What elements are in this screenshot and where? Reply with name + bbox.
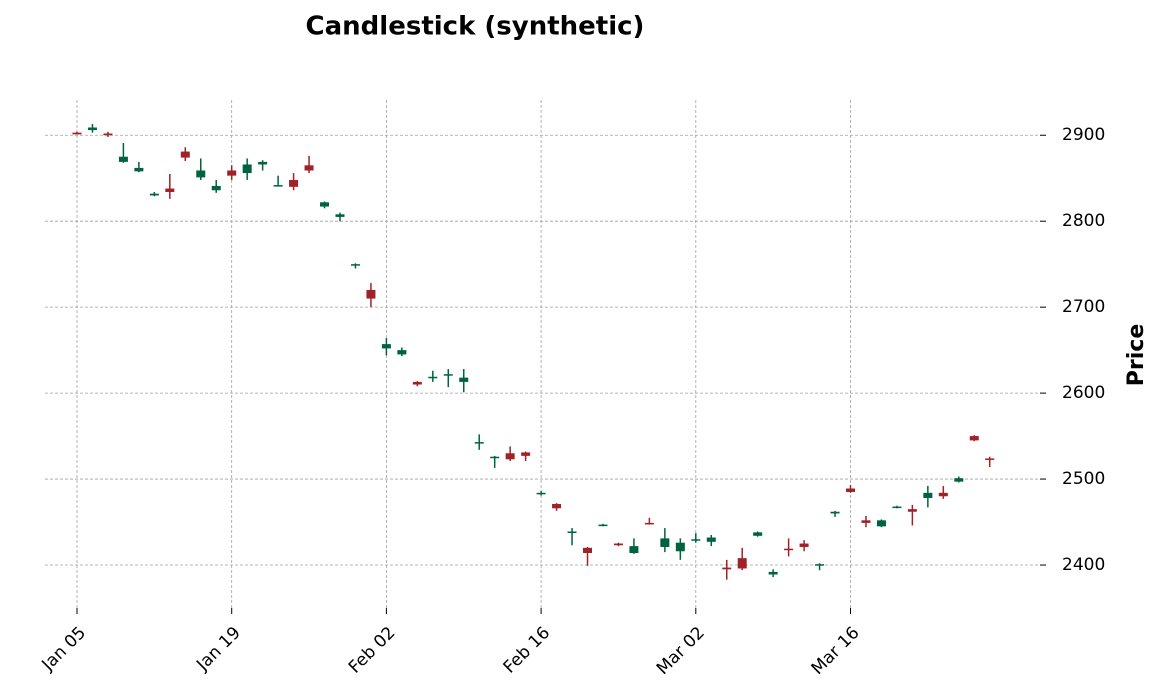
- candle-body: [846, 488, 855, 492]
- y-axis-label: Price: [1124, 324, 1149, 386]
- candle-body: [474, 442, 484, 444]
- candle-body: [397, 350, 407, 355]
- candle-body: [242, 164, 252, 174]
- x-tick-label: Feb 16: [500, 623, 555, 678]
- candle-body: [289, 179, 299, 187]
- candle-body: [196, 170, 206, 178]
- candle-body: [598, 524, 608, 527]
- candle-body: [876, 520, 886, 527]
- candle-body: [768, 571, 778, 575]
- candle-body: [706, 537, 716, 542]
- candle-body: [954, 478, 964, 482]
- candle-body: [753, 532, 763, 536]
- candle-body: [784, 548, 794, 551]
- y-tick-label: 2700: [1062, 297, 1105, 317]
- candle-body: [861, 520, 871, 523]
- candle-body: [443, 374, 453, 376]
- candle-body: [87, 127, 97, 131]
- candle-body: [892, 506, 902, 509]
- candle-body: [830, 511, 840, 514]
- candle-body: [644, 522, 654, 525]
- candle-body: [691, 539, 701, 541]
- candle-body: [536, 492, 546, 495]
- candle-body: [428, 376, 438, 379]
- candle-body: [722, 567, 732, 570]
- candle-body: [938, 492, 948, 497]
- candle-body: [490, 456, 500, 459]
- candle-body: [304, 165, 314, 171]
- candle-body: [72, 132, 82, 135]
- candle-body: [335, 214, 345, 217]
- candle-body: [567, 531, 577, 533]
- candle-body: [258, 161, 268, 165]
- candle-body: [103, 133, 113, 136]
- candle-body: [985, 458, 995, 460]
- candle-body: [412, 381, 422, 385]
- candle-body: [613, 543, 623, 546]
- candle-body: [815, 564, 825, 566]
- x-tick-label: Feb 02: [345, 623, 400, 678]
- candle-body: [583, 547, 593, 553]
- y-tick-label: 2800: [1062, 211, 1105, 231]
- candle-body: [505, 453, 515, 460]
- y-tick-label: 2900: [1062, 125, 1105, 145]
- candle-body: [660, 538, 670, 547]
- candle-body: [180, 151, 190, 158]
- candle-body: [552, 503, 562, 509]
- candle-body: [165, 188, 175, 192]
- candle-body: [320, 202, 330, 207]
- x-tick-label: Mar 02: [653, 623, 709, 679]
- candle-body: [134, 167, 144, 172]
- x-tick-label: Jan 05: [38, 623, 91, 676]
- chart-title: Candlestick (synthetic): [306, 12, 645, 42]
- candle-body: [521, 452, 531, 456]
- candle-body: [737, 558, 747, 569]
- candle-body: [675, 542, 685, 552]
- candle-body: [350, 264, 360, 266]
- candle-body: [211, 185, 221, 191]
- y-tick-label: 2600: [1062, 383, 1105, 403]
- candle-body: [799, 543, 809, 547]
- candle-body: [366, 289, 376, 299]
- candle-body: [227, 170, 237, 176]
- candle-body: [149, 193, 159, 196]
- x-tick-label: Jan 19: [192, 623, 245, 676]
- candle-body: [923, 492, 933, 498]
- candle-body: [381, 344, 391, 349]
- candle-body: [969, 436, 979, 441]
- y-tick-label: 2500: [1062, 469, 1105, 489]
- y-tick-label: 2400: [1062, 555, 1105, 575]
- candle-body: [459, 377, 469, 382]
- candle-body: [629, 546, 639, 553]
- candle-body: [118, 156, 128, 162]
- x-tick-label: Mar 16: [808, 623, 864, 679]
- candle-body: [273, 185, 283, 187]
- candle-body: [907, 509, 917, 512]
